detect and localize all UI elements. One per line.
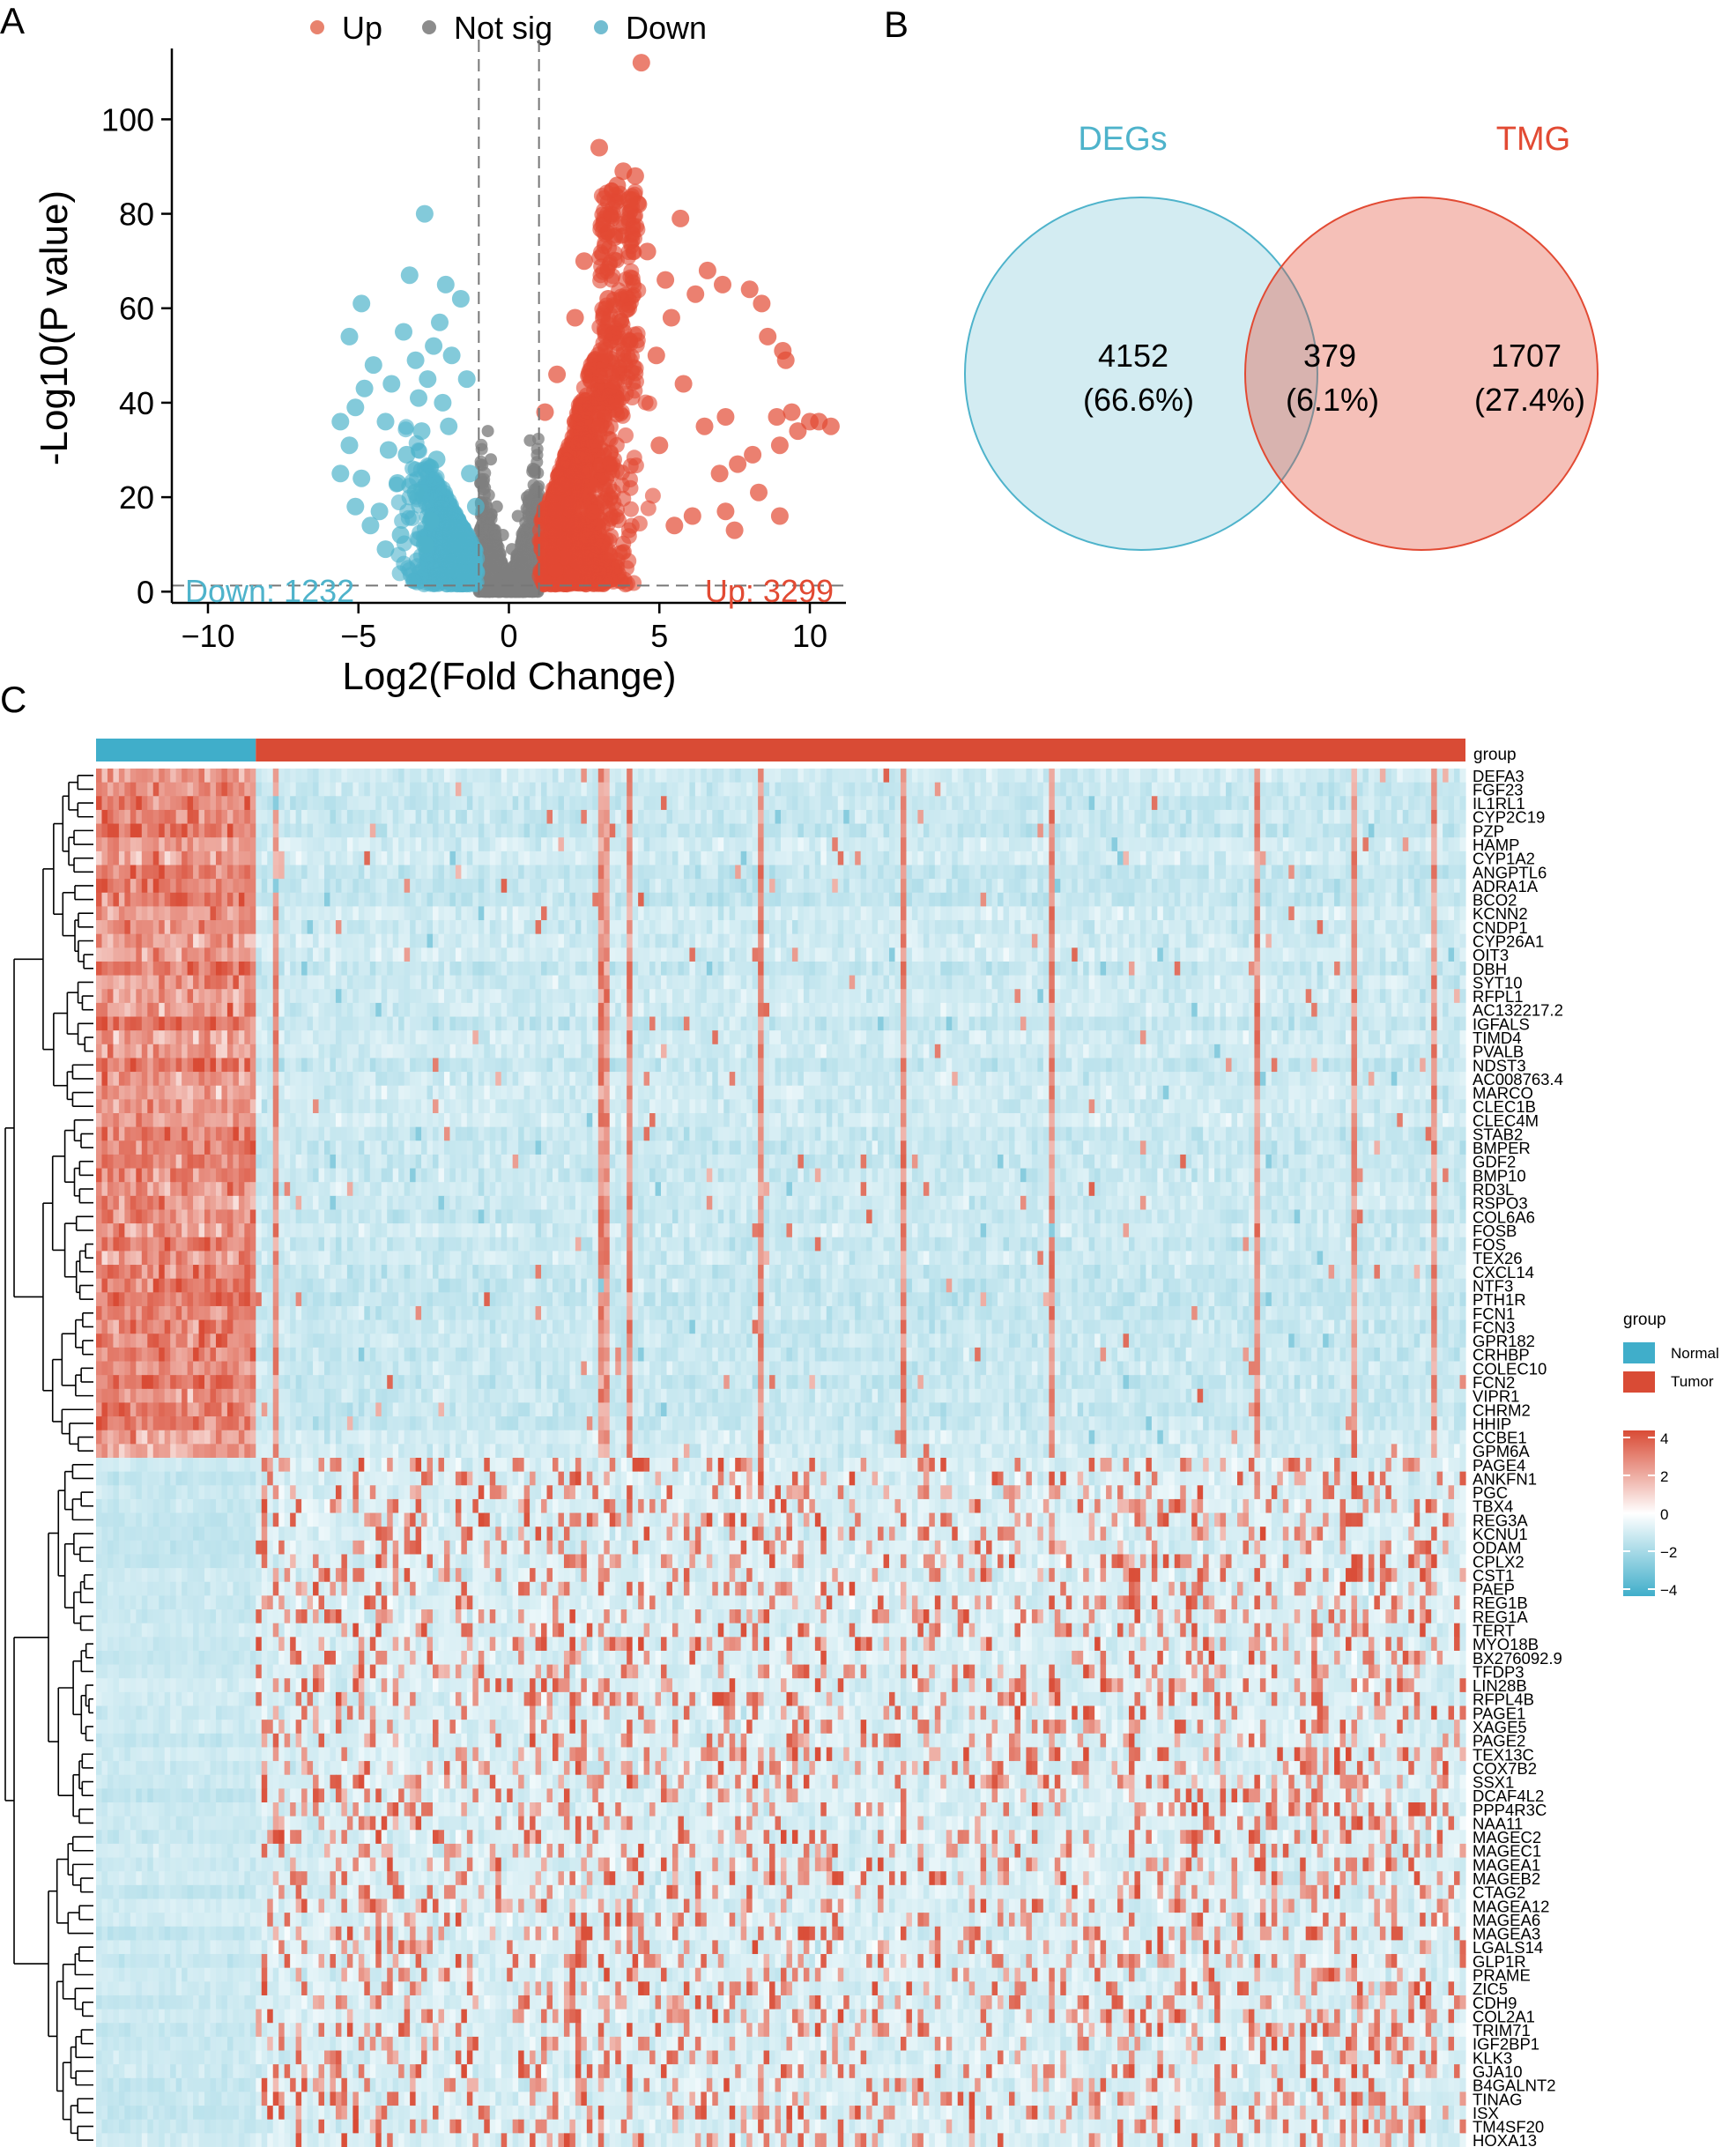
legend-dot-down xyxy=(594,20,608,34)
volcano-point-down xyxy=(413,462,429,478)
volcano-point-down xyxy=(434,566,449,582)
volcano-points xyxy=(331,54,840,598)
volcano-point-down xyxy=(391,494,407,510)
volcano-point-down xyxy=(457,549,473,565)
legend-label-up: Up xyxy=(342,10,382,46)
legend-dot-up xyxy=(310,20,324,34)
figure: A B C Up Not sig Down −10 −5 0 5 1002040608010… xyxy=(0,0,1736,2147)
volcano-point-notsig xyxy=(531,482,544,494)
volcano-point-down xyxy=(431,479,447,494)
volcano-point-down xyxy=(397,421,413,437)
volcano-point-down xyxy=(392,565,408,581)
volcano-point-down xyxy=(449,522,464,538)
volcano-point-notsig xyxy=(495,555,508,568)
panel-label-c: C xyxy=(0,679,26,720)
volcano-point-down xyxy=(455,564,471,580)
legend-label-down: Down xyxy=(626,10,707,46)
volcano-point-notsig xyxy=(476,443,488,456)
volcano-point-notsig xyxy=(514,557,526,569)
legend-dot-not-sig xyxy=(422,20,436,34)
volcano-legend: Up Not sig Down xyxy=(310,10,707,46)
volcano-point-up xyxy=(618,427,634,443)
legend-label-not-sig: Not sig xyxy=(454,10,553,46)
volcano-plot: Up Not sig Down −10 −5 0 5 10020406080100 Down… xyxy=(33,10,846,698)
panel-label-a: A xyxy=(0,0,25,41)
volcano-point-notsig xyxy=(508,572,521,584)
volcano-point-notsig xyxy=(516,532,529,545)
panel-label-b: B xyxy=(884,4,909,45)
